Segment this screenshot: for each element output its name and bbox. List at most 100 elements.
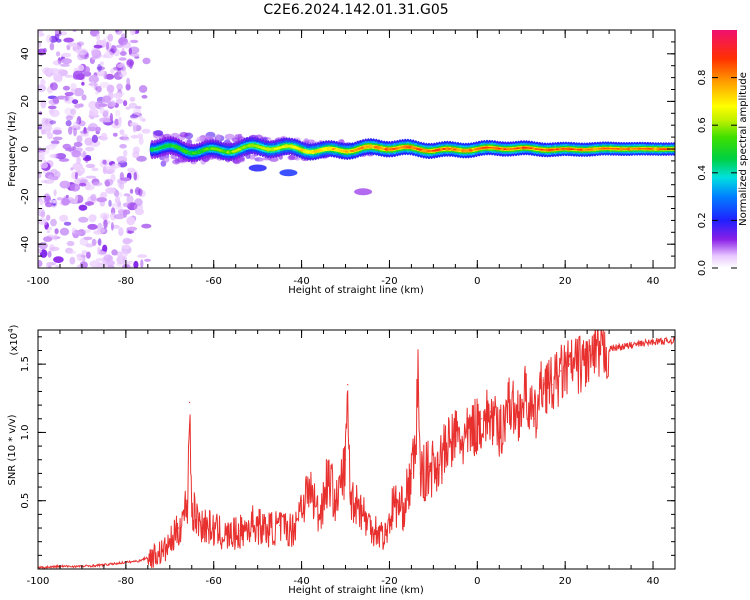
heatmap-cell xyxy=(140,259,144,268)
heatmap-cell xyxy=(137,254,148,258)
y-tick-label: 0 xyxy=(20,146,31,152)
heatmap-cell xyxy=(59,180,71,189)
snr-data-point xyxy=(621,345,623,347)
heatmap-cell xyxy=(96,33,100,42)
snr-data-point xyxy=(410,472,412,474)
heatmap-cell xyxy=(74,103,81,109)
heatmap-cell xyxy=(86,251,91,259)
heatmap-cell xyxy=(78,216,89,223)
heatmap-cell xyxy=(115,205,124,211)
heatmap-cell xyxy=(121,244,131,250)
heatmap-cell xyxy=(47,226,52,231)
heatmap-cell xyxy=(76,170,83,176)
heatmap-cell xyxy=(49,109,60,117)
heatmap-cell xyxy=(128,102,138,109)
heatmap-cell xyxy=(71,150,82,158)
heatmap-cell xyxy=(234,134,240,140)
heatmap-cell xyxy=(43,236,53,242)
heatmap-cell xyxy=(95,90,99,95)
heatmap-cell xyxy=(78,204,86,211)
x-tick-label: -80 xyxy=(118,576,134,587)
heatmap-cell xyxy=(99,117,110,123)
heatmap-cell xyxy=(92,215,97,220)
heatmap-cell xyxy=(91,134,98,143)
heatmap-cell xyxy=(104,178,114,187)
heatmap-cell xyxy=(81,94,87,101)
heatmap-cell xyxy=(61,58,72,65)
heatmap-cell xyxy=(110,68,115,74)
heatmap-cell xyxy=(248,164,267,172)
snr-frame xyxy=(37,329,676,570)
heatmap-cell xyxy=(106,168,115,174)
heatmap-cell xyxy=(107,265,115,268)
heatmap-cell xyxy=(130,134,139,139)
heatmap-cell xyxy=(72,70,84,80)
heatmap-cell xyxy=(72,146,76,151)
snr-data-point xyxy=(309,486,311,488)
snr-multiplier-exp: 4 xyxy=(7,328,15,333)
colorbar-tick-label: 0.6 xyxy=(697,117,708,133)
snr-data-point xyxy=(213,527,215,529)
heatmap-cell xyxy=(42,48,47,53)
heatmap-cell xyxy=(258,157,265,162)
heatmap-cell xyxy=(141,128,151,134)
snr-data-point xyxy=(336,500,338,502)
snr-data-point xyxy=(648,341,650,343)
heatmap-cell xyxy=(116,69,122,76)
colorbar-tick-label: 0.0 xyxy=(697,260,708,276)
heatmap-cell xyxy=(109,165,113,170)
heatmap-cell xyxy=(99,212,110,220)
heatmap-cell xyxy=(52,129,62,135)
heatmap-cell xyxy=(127,230,135,234)
heatmap-cell xyxy=(53,256,64,263)
heatmap-cell xyxy=(49,154,59,158)
heatmap-cell xyxy=(46,230,51,234)
snr-data-point xyxy=(463,438,465,440)
heatmap-cell xyxy=(38,30,43,33)
heatmap-cell xyxy=(82,150,86,158)
heatmap-cell xyxy=(118,227,124,233)
heatmap-cell xyxy=(52,199,57,204)
heatmap-cell xyxy=(49,42,55,51)
heatmap-cell xyxy=(141,94,148,99)
heatmap-cell xyxy=(45,34,52,44)
y-tick-label: 40 xyxy=(20,47,31,60)
heatmap-cell xyxy=(125,260,134,264)
heatmap-cell xyxy=(61,52,72,58)
snr-data-point xyxy=(384,534,386,536)
heatmap-cell xyxy=(126,77,130,86)
snr-data-point xyxy=(292,527,294,529)
heatmap-cell xyxy=(98,136,109,141)
heatmap-cell xyxy=(54,233,58,241)
snr-data-point xyxy=(639,343,641,345)
x-tick-label: -20 xyxy=(381,576,397,587)
heatmap-cell xyxy=(129,96,136,102)
heatmap-cell xyxy=(74,194,79,203)
heatmap-cell xyxy=(59,63,70,67)
snr-data-point xyxy=(393,500,395,502)
heatmap-cell xyxy=(45,263,52,268)
heatmap-cell xyxy=(90,47,100,56)
x-tick-label: 40 xyxy=(647,276,660,287)
heatmap-cell xyxy=(96,228,106,234)
heatmap-cell xyxy=(186,139,193,146)
heatmap-cell xyxy=(123,193,131,197)
heatmap-cell xyxy=(139,115,143,122)
heatmap-cell xyxy=(83,229,91,233)
heatmap-cell xyxy=(96,70,105,77)
snr-data-point xyxy=(189,401,191,403)
heatmap-cell xyxy=(133,260,139,268)
y-tick-label: 1.0 xyxy=(20,424,31,440)
heatmap-cell xyxy=(102,166,107,175)
heatmap-cell xyxy=(129,122,138,127)
heatmap-cell xyxy=(38,248,42,254)
heatmap-cell xyxy=(82,157,92,162)
heatmap-cell xyxy=(97,63,102,72)
x-tick-label: -20 xyxy=(381,276,397,287)
heatmap-cell xyxy=(74,171,78,180)
snr-data-point xyxy=(560,370,562,372)
x-tick-label: 20 xyxy=(559,276,572,287)
heatmap-cell xyxy=(123,149,128,157)
heatmap-cell xyxy=(119,250,129,258)
spectrogram-xlabel: Height of straight line (km) xyxy=(288,285,424,296)
